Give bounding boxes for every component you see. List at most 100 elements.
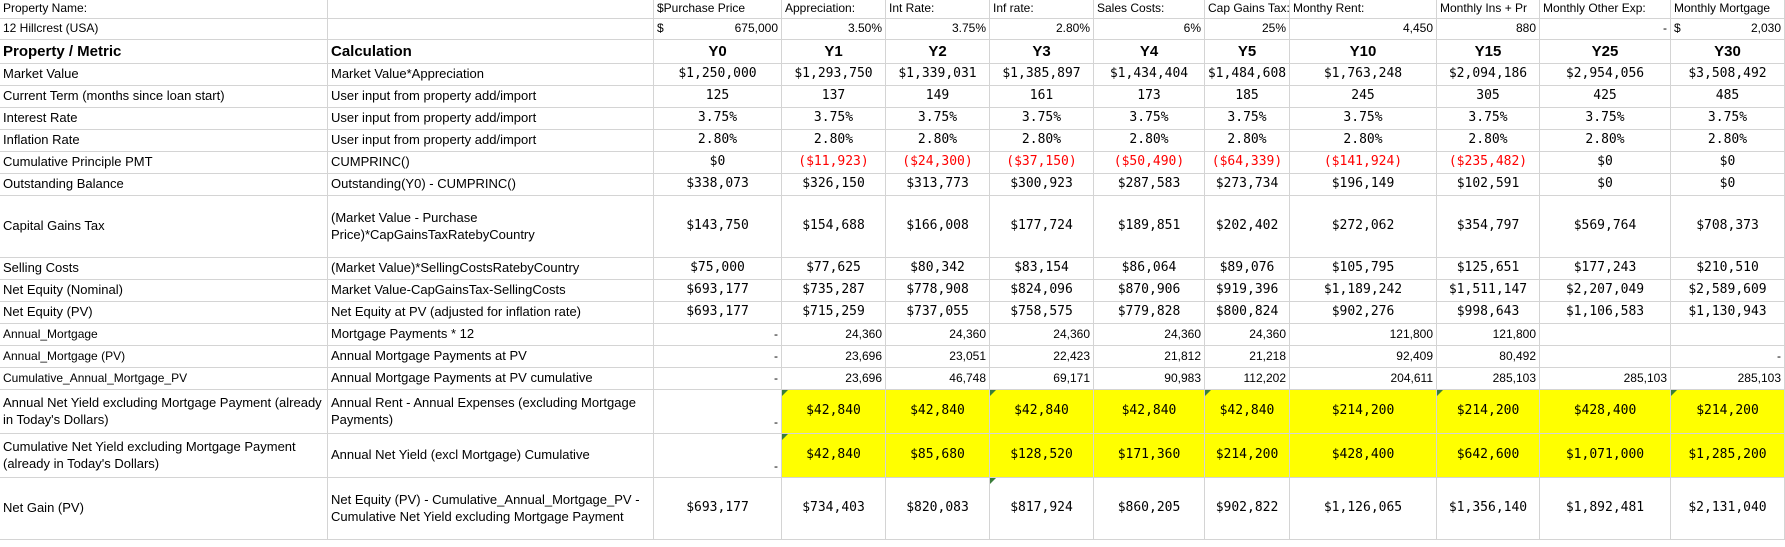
value-cell[interactable]: $1,189,242 <box>1290 280 1437 302</box>
input-cell[interactable]: 3.50% <box>782 19 886 40</box>
value-cell[interactable]: 24,360 <box>1205 324 1290 346</box>
value-cell[interactable]: 2.80% <box>1290 130 1437 152</box>
value-cell[interactable]: $83,154 <box>990 258 1094 280</box>
value-cell[interactable]: $820,083 <box>886 478 990 540</box>
metric-label[interactable]: Net Gain (PV) <box>0 478 328 540</box>
value-cell[interactable]: $1,385,897 <box>990 64 1094 86</box>
value-cell[interactable]: $273,734 <box>1205 174 1290 196</box>
column-title[interactable]: Calculation <box>328 40 654 64</box>
value-cell[interactable]: ($24,300) <box>886 152 990 174</box>
value-cell[interactable]: $735,287 <box>782 280 886 302</box>
value-cell[interactable]: $693,177 <box>654 302 782 324</box>
calculation-label[interactable]: Market Value-CapGainsTax-SellingCosts <box>328 280 654 302</box>
value-cell[interactable]: $1,356,140 <box>1437 478 1540 540</box>
value-cell[interactable]: 161 <box>990 86 1094 108</box>
year-header[interactable]: Y1 <box>782 40 886 64</box>
header-cell[interactable]: Appreciation: <box>782 0 886 19</box>
value-cell[interactable]: $737,055 <box>886 302 990 324</box>
value-cell[interactable]: 92,409 <box>1290 346 1437 368</box>
value-cell[interactable]: 305 <box>1437 86 1540 108</box>
value-cell[interactable]: 173 <box>1094 86 1205 108</box>
value-cell[interactable]: 3.75% <box>1094 108 1205 130</box>
value-cell[interactable]: $860,205 <box>1094 478 1205 540</box>
header-cell[interactable]: Inf rate: <box>990 0 1094 19</box>
value-cell[interactable]: $1,126,065 <box>1290 478 1437 540</box>
calculation-label[interactable]: CUMPRINC() <box>328 152 654 174</box>
year-header[interactable]: Y2 <box>886 40 990 64</box>
value-cell[interactable]: 285,103 <box>1437 368 1540 390</box>
header-cell[interactable]: Int Rate: <box>886 0 990 19</box>
value-cell[interactable]: 2.80% <box>990 130 1094 152</box>
value-cell[interactable]: $778,908 <box>886 280 990 302</box>
value-cell[interactable]: 2.80% <box>1094 130 1205 152</box>
metric-label[interactable]: Interest Rate <box>0 108 328 130</box>
value-cell[interactable]: $177,724 <box>990 196 1094 258</box>
value-cell[interactable]: ($50,490) <box>1094 152 1205 174</box>
header-cell[interactable]: Property Name: <box>0 0 328 19</box>
value-cell[interactable]: $734,403 <box>782 478 886 540</box>
value-cell[interactable]: ($37,150) <box>990 152 1094 174</box>
value-cell[interactable]: $77,625 <box>782 258 886 280</box>
year-header[interactable]: Y5 <box>1205 40 1290 64</box>
value-cell[interactable]: $42,840 <box>782 390 886 434</box>
calculation-label[interactable]: (Market Value - Purchase Price)*CapGains… <box>328 196 654 258</box>
value-cell[interactable]: $998,643 <box>1437 302 1540 324</box>
value-cell[interactable] <box>1540 324 1671 346</box>
header-cell[interactable]: Cap Gains Tax: <box>1205 0 1290 19</box>
value-cell[interactable]: $1,484,608 <box>1205 64 1290 86</box>
metric-label[interactable]: Annual_Mortgage <box>0 324 328 346</box>
value-cell[interactable]: 3.75% <box>654 108 782 130</box>
value-cell[interactable]: $715,259 <box>782 302 886 324</box>
value-cell[interactable]: $210,510 <box>1671 258 1785 280</box>
value-cell[interactable]: $89,076 <box>1205 258 1290 280</box>
metric-label[interactable]: Cumulative_Annual_Mortgage_PV <box>0 368 328 390</box>
calculation-label[interactable]: User input from property add/import <box>328 130 654 152</box>
input-cell[interactable]: $2,030 <box>1671 19 1785 40</box>
value-cell[interactable]: 285,103 <box>1671 368 1785 390</box>
value-cell[interactable]: 22,423 <box>990 346 1094 368</box>
value-cell[interactable]: - <box>654 346 782 368</box>
value-cell[interactable]: $1,763,248 <box>1290 64 1437 86</box>
value-cell[interactable]: $693,177 <box>654 478 782 540</box>
input-cell[interactable]: 12 Hillcrest (USA) <box>0 19 328 40</box>
value-cell[interactable]: $642,600 <box>1437 434 1540 478</box>
input-cell[interactable]: 880 <box>1437 19 1540 40</box>
value-cell[interactable]: ($141,924) <box>1290 152 1437 174</box>
value-cell[interactable]: $338,073 <box>654 174 782 196</box>
value-cell[interactable]: 285,103 <box>1540 368 1671 390</box>
year-header[interactable]: Y15 <box>1437 40 1540 64</box>
value-cell[interactable]: 3.75% <box>990 108 1094 130</box>
value-cell[interactable]: $1,285,200 <box>1671 434 1785 478</box>
value-cell[interactable]: 24,360 <box>886 324 990 346</box>
value-cell[interactable]: 149 <box>886 86 990 108</box>
calculation-label[interactable]: Outstanding(Y0) - CUMPRINC() <box>328 174 654 196</box>
value-cell[interactable]: $300,923 <box>990 174 1094 196</box>
value-cell[interactable]: 21,812 <box>1094 346 1205 368</box>
value-cell[interactable]: $1,293,750 <box>782 64 886 86</box>
value-cell[interactable]: $171,360 <box>1094 434 1205 478</box>
value-cell[interactable]: 2.80% <box>886 130 990 152</box>
value-cell[interactable]: 245 <box>1290 86 1437 108</box>
value-cell[interactable]: 3.75% <box>1540 108 1671 130</box>
calculation-label[interactable]: Market Value*Appreciation <box>328 64 654 86</box>
value-cell[interactable]: 3.75% <box>1205 108 1290 130</box>
value-cell[interactable]: - <box>654 390 782 434</box>
value-cell[interactable]: $154,688 <box>782 196 886 258</box>
input-cell[interactable]: - <box>1540 19 1671 40</box>
input-cell[interactable]: 2.80% <box>990 19 1094 40</box>
year-header[interactable]: Y10 <box>1290 40 1437 64</box>
value-cell[interactable]: $0 <box>1540 152 1671 174</box>
value-cell[interactable]: 23,051 <box>886 346 990 368</box>
value-cell[interactable]: $42,840 <box>1094 390 1205 434</box>
value-cell[interactable]: $2,589,609 <box>1671 280 1785 302</box>
metric-label[interactable]: Cumulative Principle PMT <box>0 152 328 174</box>
year-header[interactable]: Y3 <box>990 40 1094 64</box>
metric-label[interactable]: Annual Net Yield excluding Mortgage Paym… <box>0 390 328 434</box>
metric-label[interactable]: Inflation Rate <box>0 130 328 152</box>
value-cell[interactable]: $75,000 <box>654 258 782 280</box>
value-cell[interactable]: $2,207,049 <box>1540 280 1671 302</box>
calculation-label[interactable]: Annual Net Yield (excl Mortgage) Cumulat… <box>328 434 654 478</box>
value-cell[interactable]: 2.80% <box>1671 130 1785 152</box>
header-cell[interactable] <box>328 0 654 19</box>
header-cell[interactable]: Monthy Rent: <box>1290 0 1437 19</box>
